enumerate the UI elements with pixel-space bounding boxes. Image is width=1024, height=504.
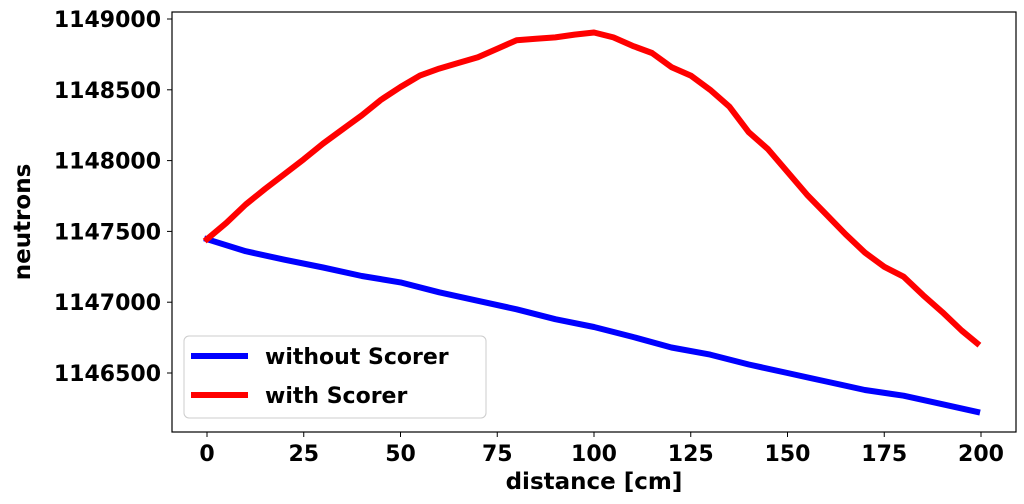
series-line-with-scorer [202, 29, 982, 348]
x-tick-label: 75 [482, 442, 513, 467]
series-layer [202, 29, 982, 416]
x-tick-label: 100 [571, 442, 617, 467]
y-tick-label: 1147500 [54, 220, 161, 245]
legend-box [183, 335, 487, 419]
legend-label-without-scorer: without Scorer [265, 345, 449, 370]
y-tick-label: 1149000 [54, 8, 161, 33]
y-tick-label: 1148000 [54, 150, 161, 175]
x-tick-label: 125 [668, 442, 714, 467]
y-tick-label: 1147000 [54, 291, 161, 316]
y-tick-label: 1146500 [54, 362, 161, 387]
x-tick-label: 150 [765, 442, 811, 467]
x-tick-label: 0 [199, 442, 214, 467]
legend-label-with-scorer: with Scorer [265, 384, 407, 409]
y-tick-label: 1148500 [54, 79, 161, 104]
x-axis: 0 25 50 75 100 125 150 175 200 [199, 432, 1004, 467]
x-tick-label: 25 [288, 442, 319, 467]
legend: without Scorer with Scorer [183, 335, 487, 419]
x-tick-label: 50 [385, 442, 416, 467]
x-tick-label: 175 [861, 442, 907, 467]
y-axis: 1146500 1147000 1147500 1148000 1148500 11490… [54, 8, 172, 387]
x-tick-label: 200 [958, 442, 1004, 467]
series-line-without-scorer [203, 235, 981, 416]
x-axis-label: distance [cm] [506, 469, 683, 495]
y-axis-label: neutrons [10, 164, 36, 281]
